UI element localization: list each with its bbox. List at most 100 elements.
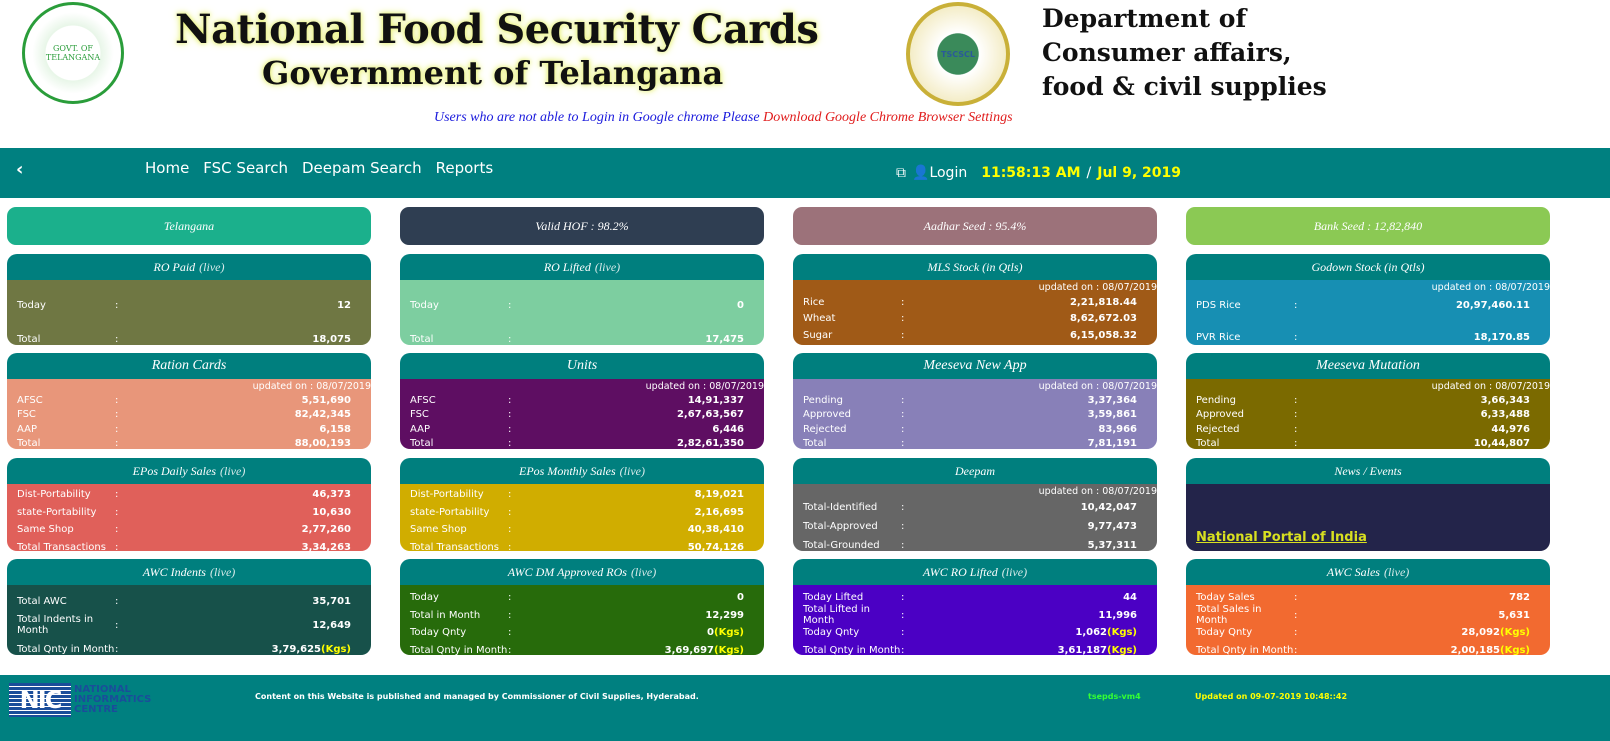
row-value: 20,97,460.11 (1434, 300, 1530, 311)
chrome-settings-link[interactable]: Download Google Chrome Browser Settings (763, 110, 1013, 125)
nav-fsc-search[interactable]: FSC Search (203, 159, 288, 177)
row-value: 5,631 (1434, 610, 1530, 621)
row-label: Rice (803, 296, 825, 308)
chevron-left-icon[interactable]: ‹ (16, 159, 24, 180)
data-row: Total Qnty in Month: 3,69,697(Kgs) (400, 642, 764, 655)
row-value-number: 2,82,61,350 (676, 438, 744, 449)
stat-card: RO Lifted (live) Today: 0 Total: 17,475 (400, 254, 764, 345)
row-colon: : (508, 592, 512, 604)
row-value-number: 0 (707, 627, 714, 639)
updated-on: updated on : 08/07/2019 (252, 381, 371, 392)
row-label: Total Indents in Month (17, 614, 94, 636)
copy-icon[interactable]: ⧉ (896, 165, 906, 181)
row-value: 83,966 (1041, 424, 1137, 435)
row-value: 6,446 (648, 424, 744, 435)
login-label: Login (929, 165, 968, 181)
row-label: Rejected (803, 423, 847, 435)
data-row: Pending: 3,37,364 (793, 393, 1157, 408)
row-value: 5,51,690 (255, 395, 351, 406)
row-value-number: 12,299 (705, 609, 744, 621)
row-value: 3,69,697(Kgs) (648, 645, 744, 655)
row-colon: : (508, 438, 512, 449)
row-value-number: 5,37,311 (1087, 540, 1137, 551)
row-colon: : (901, 502, 905, 513)
user-icon: 👤 (912, 165, 930, 181)
row-value: 10,630 (255, 507, 351, 518)
row-value-number: 0 (737, 299, 744, 311)
data-row: Today Sales: 782 (1186, 589, 1550, 607)
data-row: AFSC: 5,51,690 (7, 393, 371, 408)
row-label: Total Qnty in Month (1196, 644, 1294, 655)
data-row: Rejected: 83,966 (793, 422, 1157, 437)
row-value: 46,373 (255, 489, 351, 500)
data-row: Wheat: 8,62,672.03 (793, 311, 1157, 328)
row-value-number: 1,062 (1075, 627, 1107, 639)
row-label: AFSC (410, 394, 436, 406)
row-value: 0 (648, 300, 744, 311)
nav-reports[interactable]: Reports (435, 159, 494, 177)
row-value-unit: (Kgs) (1107, 644, 1137, 655)
nav-home[interactable]: Home (145, 159, 190, 177)
login-link[interactable]: 👤Login (912, 165, 967, 181)
row-value-number: 20,97,460.11 (1455, 299, 1530, 311)
row-label: Pending (803, 394, 843, 406)
nav-deepam-search[interactable]: Deepam Search (301, 159, 422, 177)
dept-line: food & civil supplies (1042, 72, 1327, 101)
row-value-number: 18,075 (312, 333, 351, 345)
row-value-number: 35,701 (312, 595, 351, 607)
row-value-unit: (Kgs) (714, 644, 744, 655)
row-colon: : (508, 394, 512, 406)
data-row: Total: 18,075 (7, 328, 371, 345)
row-value-unit: (Kgs) (1500, 627, 1530, 639)
row-colon: : (901, 423, 905, 435)
row-value: 3,59,861 (1041, 409, 1137, 420)
card-body: updated on : 08/07/2019 AFSC: 14,91,337 FSC… (400, 379, 764, 449)
row-value: 3,66,343 (1434, 395, 1530, 406)
row-colon: : (508, 333, 512, 345)
row-colon: : (115, 541, 119, 551)
card-title: Godown Stock (in Qtls) (1186, 254, 1550, 280)
nav-right: ⧉ 👤Login 11:58:13 AM / Jul 9, 2019 (896, 165, 1181, 181)
data-row: PDS Rice: 20,97,460.11 (1186, 294, 1550, 316)
card-body: updated on : 08/07/2019 Rice: 2,21,818.44 W… (793, 280, 1157, 345)
stat-card: EPos Daily Sales (live) Dist-Portability: 4… (7, 458, 371, 551)
row-colon: : (115, 299, 119, 311)
card-body: updated on : 08/07/2019 Total-Identified:… (793, 484, 1157, 551)
row-value-number: 28,092 (1461, 627, 1500, 639)
row-value: 40,38,410 (648, 524, 744, 535)
row-label: Wheat (803, 313, 836, 325)
row-value: 12,649 (255, 620, 351, 631)
clock-date: Jul 9, 2019 (1097, 165, 1181, 181)
row-colon: : (1294, 627, 1298, 639)
row-value: 50,74,126 (648, 542, 744, 551)
row-colon: : (901, 394, 905, 406)
row-colon: : (901, 627, 905, 639)
nic-logo-text: NATIONAL INFORMATICS CENTRE (74, 685, 151, 715)
card-row: RO Paid (live) Today:12 Total:18,075 RO Lift… (7, 254, 1550, 345)
row-label: Total (410, 333, 434, 345)
row-label: Today (410, 592, 439, 604)
row-colon: : (115, 394, 119, 406)
card-title-text: RO Lifted (543, 259, 591, 274)
card-body: updated on : 08/07/2019 Pending: 3,66,343 A… (1186, 379, 1550, 449)
row-label: Today Qnty (410, 627, 467, 639)
row-colon: : (115, 506, 119, 518)
news-link[interactable]: National Portal of India (1196, 530, 1367, 545)
server-name: tsepds-vm4 (1088, 692, 1141, 701)
data-row: AFSC: 14,91,337 (400, 393, 764, 408)
data-row: FSC: 2,67,63,567 (400, 408, 764, 423)
site-header: GOVT. OF TELANGANA National Food Security… (0, 0, 1610, 148)
row-value-number: 44,976 (1491, 423, 1530, 435)
stat-card: MLS Stock (in Qtls) updated on : 08/07/20… (793, 254, 1157, 345)
card-title: MLS Stock (in Qtls) (793, 254, 1157, 280)
row-value: 12,299 (648, 610, 744, 621)
row-value-number: 3,37,364 (1087, 394, 1137, 406)
row-value: 2,67,63,567 (648, 409, 744, 420)
data-row: Today Lifted: 44 (793, 589, 1157, 607)
notice-text: Users who are not able to Login in Googl… (434, 110, 764, 125)
data-row: FSC: 82,42,345 (7, 408, 371, 423)
row-value: 2,21,818.44 (1041, 297, 1137, 308)
card-title: Meeseva Mutation (1186, 353, 1550, 379)
row-value: 18,075 (255, 334, 351, 345)
nic-line: NATIONAL (74, 684, 131, 695)
